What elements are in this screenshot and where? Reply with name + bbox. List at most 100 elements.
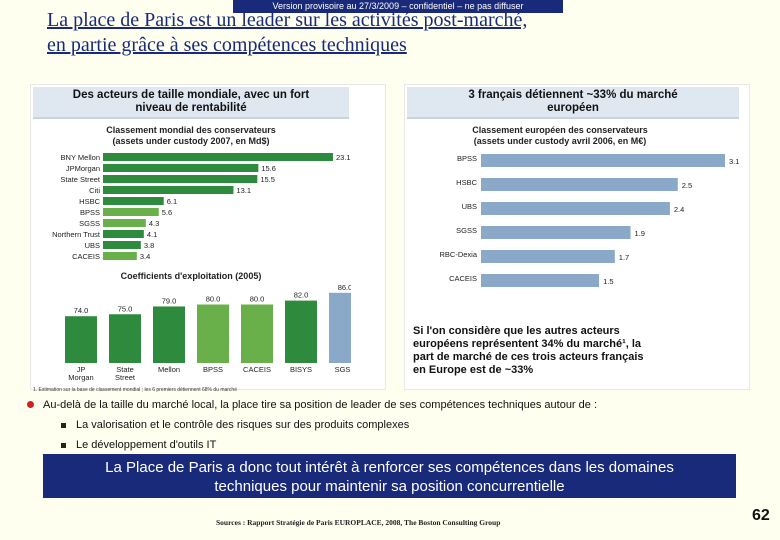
europe-ranking-title: Classement européen des conservateurs (a… — [435, 125, 685, 147]
left-panel-header: Des acteurs de taille mondiale, avec un … — [33, 87, 349, 119]
title-line-2: en partie grâce à ses compétences techni… — [47, 34, 407, 56]
value-label: 6.1 — [167, 197, 177, 206]
category-label: BPSS — [457, 154, 477, 163]
category-label: JPMorgan — [66, 164, 100, 173]
category-label: HSBC — [79, 197, 100, 206]
category-label: Mellon — [158, 365, 180, 374]
sub-bullet-1: La valorisation et le contrôle des risqu… — [61, 419, 409, 431]
left-header-line-2: niveau de rentabilité — [135, 102, 247, 114]
value-label: 3.1 — [729, 157, 739, 166]
market-share-note: Si l'on considère que les autres acteurs… — [413, 325, 733, 377]
page-number: 62 — [752, 507, 770, 524]
bar — [481, 202, 670, 215]
europe-ranking-title-line-1: Classement européen des conservateurs — [472, 125, 648, 135]
opex-ratio-title: Coefficients d'exploitation (2005) — [120, 271, 262, 281]
category-label: SGSS — [79, 219, 100, 228]
category-label: RBC-Dexia — [439, 250, 477, 259]
bar — [103, 197, 164, 205]
left-header-line-1: Des acteurs de taille mondiale, avec un … — [72, 89, 310, 101]
value-label: 2.4 — [674, 205, 684, 214]
note-line-2: européens représentent 34% du marché¹, l… — [413, 338, 642, 350]
world-ranking-title-line-1: Classement mondial des conservateurs — [106, 125, 276, 135]
category-label: Street — [115, 373, 136, 382]
category-label: Morgan — [68, 373, 93, 382]
square-bullet-icon — [61, 422, 66, 428]
category-label: BPSS — [203, 365, 223, 374]
bar — [329, 292, 351, 363]
bar — [481, 250, 615, 263]
bar — [103, 153, 333, 161]
category-label: UBS — [462, 202, 477, 211]
conclusion-line-2: techniques pour maintenir sa position co… — [214, 478, 565, 495]
bar — [103, 186, 234, 194]
main-bullet: Au-delà de la taille du marché local, la… — [27, 399, 597, 411]
right-panel-header: 3 français détiennent ~33% du marché eur… — [407, 87, 739, 119]
title-line-1: La place de Paris est un leader sur les … — [47, 9, 528, 31]
value-label: 86.0 — [338, 283, 351, 292]
category-label: Northern Trust — [52, 230, 101, 239]
value-label: 3.4 — [140, 252, 150, 261]
value-label: 15.5 — [260, 175, 275, 184]
value-label: 79.0 — [162, 296, 177, 305]
bar — [103, 230, 144, 238]
right-header-line-2: européen — [547, 102, 599, 114]
bar — [65, 316, 97, 363]
page-title: La place de Paris est un leader sur les … — [47, 8, 527, 58]
bar — [481, 274, 600, 287]
category-label: UBS — [85, 241, 100, 250]
bar — [103, 219, 146, 227]
conclusion-line-1: La Place de Paris a donc tout intérêt à … — [105, 459, 674, 476]
value-label: 4.3 — [149, 219, 159, 228]
conclusion-box: La Place de Paris a donc tout intérêt à … — [43, 454, 736, 498]
square-bullet-icon — [61, 442, 66, 448]
bar — [103, 241, 141, 249]
note-line-1: Si l'on considère que les autres acteurs — [413, 325, 620, 337]
bar — [481, 178, 678, 191]
value-label: 13.1 — [236, 186, 251, 195]
value-label: 5.6 — [162, 208, 172, 217]
category-label: State — [116, 365, 134, 374]
bar — [103, 175, 258, 183]
bar — [481, 154, 725, 167]
value-label: 15.6 — [261, 164, 276, 173]
value-label: 75.0 — [118, 304, 133, 313]
bar — [285, 300, 317, 363]
note-line-3: part de marché de ces trois acteurs fran… — [413, 351, 644, 363]
value-label: 74.0 — [74, 306, 89, 315]
value-label: 1.7 — [619, 253, 629, 262]
bar — [197, 304, 229, 363]
europe-ranking-chart: BPSS 3.1 HSBC 2.5 UBS 2.4 SGSS 1.9 RBC-Dexia 1.7 C… — [439, 154, 739, 287]
category-label: BISYS — [290, 365, 312, 374]
value-label: 82.0 — [294, 291, 309, 300]
left-footnote: 1. Estimation sur la base de classement … — [33, 387, 237, 393]
category-label: BNY Mellon — [61, 153, 100, 162]
category-label: JP — [77, 365, 86, 374]
bar — [103, 164, 259, 172]
note-line-4: en Europe est de ~33% — [413, 364, 534, 376]
bar — [109, 314, 141, 363]
category-label: HSBC — [456, 178, 477, 187]
bullet-dot-icon — [27, 401, 34, 408]
value-label: 1.9 — [635, 229, 645, 238]
bar — [103, 252, 137, 260]
value-label: 2.5 — [682, 181, 692, 190]
value-label: 23.1 — [336, 153, 351, 162]
sub-bullet-1-text: La valorisation et le contrôle des risqu… — [76, 419, 410, 431]
world-ranking-chart: BNY Mellon 23.1 JPMorgan 15.6 State Street 15… — [52, 153, 351, 261]
sub-bullet-2: Le développement d'outils IT — [61, 439, 216, 451]
value-label: 80.0 — [206, 295, 221, 304]
category-label: CACEIS — [449, 274, 477, 283]
right-header-line-1: 3 français détiennent ~33% du marché — [468, 89, 678, 101]
left-panel: Des acteurs de taille mondiale, avec un … — [30, 84, 386, 393]
category-label: CACEIS — [72, 252, 100, 261]
value-label: 4.1 — [147, 230, 157, 239]
bar — [103, 208, 159, 216]
bar — [481, 226, 631, 239]
world-ranking-title: Classement mondial des conservateurs (as… — [71, 125, 311, 147]
category-label: Citi — [89, 186, 100, 195]
bar — [241, 304, 273, 363]
value-label: 80.0 — [250, 295, 265, 304]
europe-ranking-title-line-2: (assets under custody avril 2006, en M€) — [473, 136, 647, 146]
right-panel: 3 français détiennent ~33% du marché eur… — [404, 84, 750, 390]
